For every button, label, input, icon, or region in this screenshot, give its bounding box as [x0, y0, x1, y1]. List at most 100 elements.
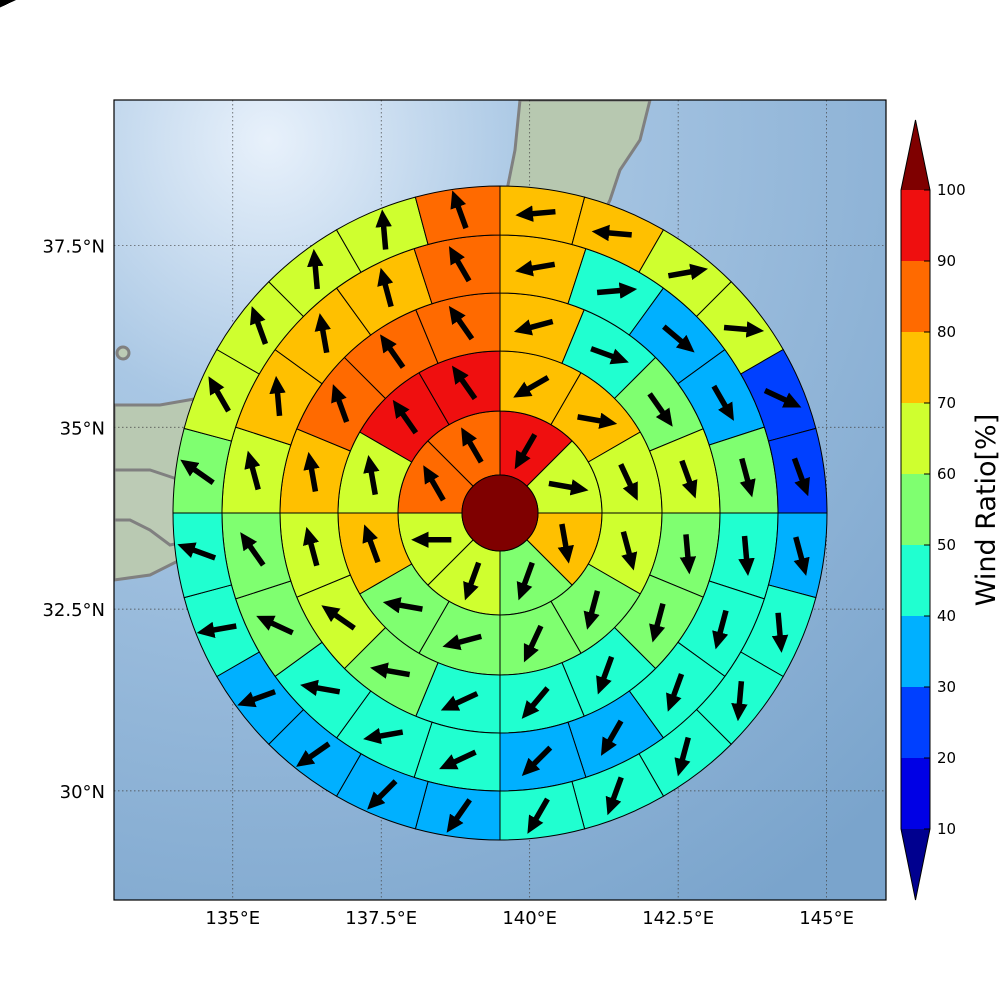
wind-arrow [303, 451, 320, 492]
wind-arrow [793, 536, 810, 576]
wind-arrow [244, 450, 261, 491]
x-tick-label: 137.5°E [345, 908, 417, 929]
wind-arrow [237, 689, 276, 708]
wind-arrow [523, 624, 544, 663]
colorbar-tick-label: 40 [937, 607, 956, 625]
wind-arrow [392, 399, 419, 435]
sector-cell [172, 427, 233, 514]
wind-arrow [548, 479, 589, 496]
wind-arrow [667, 263, 708, 280]
wind-arrow [256, 615, 294, 636]
wind-arrow [208, 376, 231, 413]
wind-arrow [731, 680, 748, 722]
wind-arrow [662, 324, 695, 353]
colorbar-label: Wind Ratio[%] [971, 414, 1000, 606]
wind-arrow [739, 457, 756, 498]
colorbar-bin [901, 190, 930, 261]
colorbar-tick-label: 50 [937, 536, 956, 554]
wind-arrow [679, 534, 697, 575]
wind-arrow [302, 526, 320, 567]
wind-arrow [723, 321, 765, 338]
wind-arrow [527, 797, 550, 834]
wind-arrow [583, 590, 601, 630]
colorbar-tick-label: 20 [937, 749, 956, 767]
colorbar-bin [901, 332, 930, 403]
x-tick-label: 135°E [205, 908, 260, 929]
wind-arrow [557, 523, 574, 564]
land-islet [115, 345, 131, 361]
wind-arrow [380, 334, 406, 369]
wind-arrow [513, 318, 554, 336]
wind-arrow [647, 392, 673, 427]
y-tick-label: 35°N [60, 418, 105, 439]
wind-arrow [180, 459, 215, 485]
wind-arrow [605, 776, 624, 816]
wind-arrow [314, 313, 331, 354]
wind-arrow [307, 248, 324, 290]
wind-arrow [377, 267, 394, 308]
colorbar-tick-label: 60 [937, 465, 956, 483]
map-panel [0, 0, 887, 901]
colorbar-bin [901, 545, 930, 616]
wind-arrow [331, 384, 350, 423]
x-tick-label: 145°E [799, 908, 854, 929]
colorbar-bin [901, 687, 930, 758]
wind-arrow [516, 561, 535, 601]
wind-arrow [514, 433, 538, 470]
wind-arrow [600, 719, 624, 756]
colorbar-bin [901, 261, 930, 332]
wind-arrow [577, 412, 618, 429]
wind-arrow [591, 224, 632, 242]
colorbar: 10 20 30 40 50 60 70 80 90 100 Wind Ratio[%] [900, 119, 1000, 901]
x-tick-label: 142.5°E [642, 908, 714, 929]
wind-arrow [423, 465, 446, 502]
wind-arrow [679, 459, 698, 499]
wind-arrow [515, 260, 556, 277]
wind-arrow [771, 612, 789, 653]
wind-arrow [439, 749, 477, 770]
wind-arrow [451, 365, 478, 401]
wind-arrow [446, 798, 472, 833]
wind-arrow [440, 691, 479, 711]
wind-arrow [177, 542, 217, 561]
colorbar-tick-label: 30 [937, 678, 956, 696]
wind-arrow [363, 727, 404, 745]
y-axis-ticks: 30°N 32.5°N 35°N 37.5°N [42, 236, 105, 802]
wind-arrow [590, 346, 629, 365]
colorbar-bins [900, 119, 931, 901]
colorbar-bin [901, 616, 930, 687]
wind-arrow [250, 306, 269, 345]
map-frame [113, 99, 887, 901]
wind-arrow [448, 246, 472, 283]
wind-arrow [296, 741, 331, 767]
wind-arrow [463, 561, 482, 601]
wind-arrow [649, 602, 666, 643]
colorbar-extend-min [901, 829, 930, 900]
y-tick-label: 37.5°N [42, 236, 105, 257]
wind-arrow [513, 375, 550, 398]
colorbar-tick-label: 70 [937, 394, 956, 412]
wind-arrow [618, 463, 638, 501]
wind-arrow [448, 305, 475, 341]
sector-cell [414, 185, 501, 246]
colorbar-bin [901, 403, 930, 474]
wind-direction-arrows [177, 190, 810, 834]
wind-arrow [515, 205, 556, 222]
wind-arrow [738, 535, 755, 577]
wind-arrow [620, 530, 638, 571]
colorbar-tick-label: 100 [937, 181, 966, 199]
wind-arrow [712, 609, 729, 650]
colorbar-extend-max [901, 120, 930, 190]
wind-arrow [363, 455, 380, 496]
center-cell [461, 474, 539, 552]
wind-arrow [269, 375, 286, 417]
wind-arrow [711, 384, 734, 421]
wind-arrow [362, 524, 381, 564]
sector-cell [414, 780, 501, 841]
colorbar-tick-label: 10 [937, 820, 956, 838]
wind-arrow [382, 597, 423, 614]
x-axis-ticks: 135°E 137.5°E 140°E 142.5°E 145°E [205, 908, 854, 929]
wind-arrow [375, 209, 392, 250]
wind-arrow [321, 605, 356, 631]
